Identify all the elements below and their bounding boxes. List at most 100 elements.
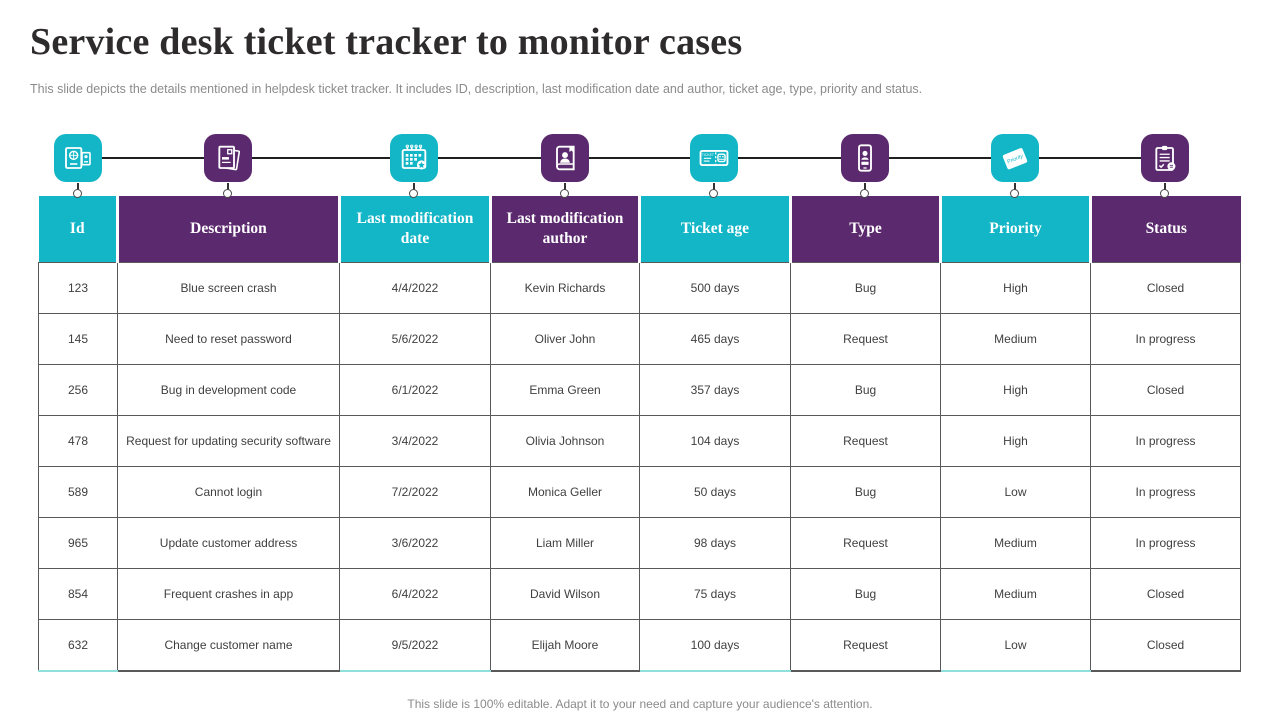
id-card-icon — [54, 134, 102, 182]
cell-type: Bug — [790, 364, 941, 416]
cell-age: 500 days — [639, 262, 791, 314]
cell-type: Bug — [790, 466, 941, 518]
cell-status: Closed — [1090, 364, 1241, 416]
connector-node — [1160, 189, 1169, 198]
cell-author: Olivia Johnson — [490, 415, 640, 467]
cell-date: 5/6/2022 — [339, 313, 491, 365]
column-header-priority: Priority — [940, 196, 1092, 263]
cell-priority: High — [940, 262, 1091, 314]
page-title: Service desk ticket tracker to monitor c… — [30, 21, 743, 63]
ticket-tracker-table: Id Description Last modification date La… — [38, 196, 1241, 672]
connector-node — [860, 189, 869, 198]
cell-type: Request — [790, 517, 941, 569]
connector-node — [709, 189, 718, 198]
connector-node — [223, 189, 232, 198]
priority-note-icon: Priority — [991, 134, 1039, 182]
cell-status: In progress — [1090, 313, 1241, 365]
type-phone-icon — [841, 134, 889, 182]
icon-stub-line — [864, 183, 866, 191]
cell-status: In progress — [1090, 415, 1241, 467]
column-header-last-modification-date: Last modification date — [339, 196, 492, 263]
icon-stub-line — [77, 183, 79, 191]
table-row: 123 Blue screen crash 4/4/2022 Kevin Ric… — [38, 262, 1241, 314]
cell-description: Cannot login — [117, 466, 340, 518]
table-row: 145 Need to reset password 5/6/2022 Oliv… — [38, 313, 1241, 365]
cell-author: Liam Miller — [490, 517, 640, 569]
table-row: 854 Frequent crashes in app 6/4/2022 Dav… — [38, 568, 1241, 620]
cell-id: 965 — [38, 517, 118, 569]
cell-author: David Wilson — [490, 568, 640, 620]
column-header-last-modification-author: Last modification author — [490, 196, 641, 263]
connector-node — [409, 189, 418, 198]
icon-stub-line — [227, 183, 229, 191]
cell-priority: Medium — [940, 313, 1091, 365]
column-header-ticket-age: Ticket age — [639, 196, 792, 263]
cell-description: Bug in development code — [117, 364, 340, 416]
cell-description: Change customer name — [117, 619, 340, 672]
column-header-id: Id — [38, 196, 119, 263]
cell-priority: High — [940, 415, 1091, 467]
cell-status: In progress — [1090, 517, 1241, 569]
cell-id: 145 — [38, 313, 118, 365]
cell-date: 3/4/2022 — [339, 415, 491, 467]
cell-description: Update customer address — [117, 517, 340, 569]
cell-age: 50 days — [639, 466, 791, 518]
ticket-icon-label: TICKET — [702, 153, 714, 157]
cell-author: Emma Green — [490, 364, 640, 416]
cell-priority: Medium — [940, 517, 1091, 569]
status-clipboard-icon — [1141, 134, 1189, 182]
cell-priority: Low — [940, 619, 1091, 672]
cell-date: 6/4/2022 — [339, 568, 491, 620]
cell-status: Closed — [1090, 568, 1241, 620]
cell-description: Need to reset password — [117, 313, 340, 365]
cell-age: 100 days — [639, 619, 791, 672]
cell-author: Elijah Moore — [490, 619, 640, 672]
icon-stub-line — [564, 183, 566, 191]
cell-author: Oliver John — [490, 313, 640, 365]
cell-description: Frequent crashes in app — [117, 568, 340, 620]
table-row: 965 Update customer address 3/6/2022 Lia… — [38, 517, 1241, 569]
table-row: 589 Cannot login 7/2/2022 Monica Geller … — [38, 466, 1241, 518]
cell-date: 7/2/2022 — [339, 466, 491, 518]
column-header-description: Description — [117, 196, 341, 263]
cell-id: 632 — [38, 619, 118, 672]
icon-stub-line — [1164, 183, 1166, 191]
column-header-status: Status — [1090, 196, 1241, 263]
table-row: 256 Bug in development code 6/1/2022 Emm… — [38, 364, 1241, 416]
connector-node — [560, 189, 569, 198]
cell-description: Blue screen crash — [117, 262, 340, 314]
icon-stub-line — [713, 183, 715, 191]
header-row: Id Description Last modification date La… — [38, 196, 1241, 263]
cell-age: 75 days — [639, 568, 791, 620]
cell-type: Bug — [790, 262, 941, 314]
cell-author: Monica Geller — [490, 466, 640, 518]
cell-id: 478 — [38, 415, 118, 467]
cell-id: 256 — [38, 364, 118, 416]
connector-node — [1010, 189, 1019, 198]
cell-priority: High — [940, 364, 1091, 416]
table-row: 632 Change customer name 9/5/2022 Elijah… — [38, 619, 1241, 672]
table-row: 478 Request for updating security softwa… — [38, 415, 1241, 467]
cell-author: Kevin Richards — [490, 262, 640, 314]
slide-subtitle: This slide depicts the details mentioned… — [30, 82, 923, 96]
cell-type: Request — [790, 619, 941, 672]
cell-age: 98 days — [639, 517, 791, 569]
cell-age: 104 days — [639, 415, 791, 467]
cell-priority: Medium — [940, 568, 1091, 620]
icon-stub-line — [1014, 183, 1016, 191]
icon-connector-line — [78, 157, 1165, 159]
cell-status: In progress — [1090, 466, 1241, 518]
slide-footer-note: This slide is 100% editable. Adapt it to… — [407, 697, 873, 711]
description-document-icon — [204, 134, 252, 182]
cell-type: Request — [790, 313, 941, 365]
cell-date: 4/4/2022 — [339, 262, 491, 314]
cell-id: 589 — [38, 466, 118, 518]
column-header-type: Type — [790, 196, 942, 263]
priority-icon-label: Priority — [1006, 153, 1024, 165]
cell-date: 6/1/2022 — [339, 364, 491, 416]
cell-id: 123 — [38, 262, 118, 314]
cell-priority: Low — [940, 466, 1091, 518]
cell-date: 3/6/2022 — [339, 517, 491, 569]
calendar-date-icon — [390, 134, 438, 182]
